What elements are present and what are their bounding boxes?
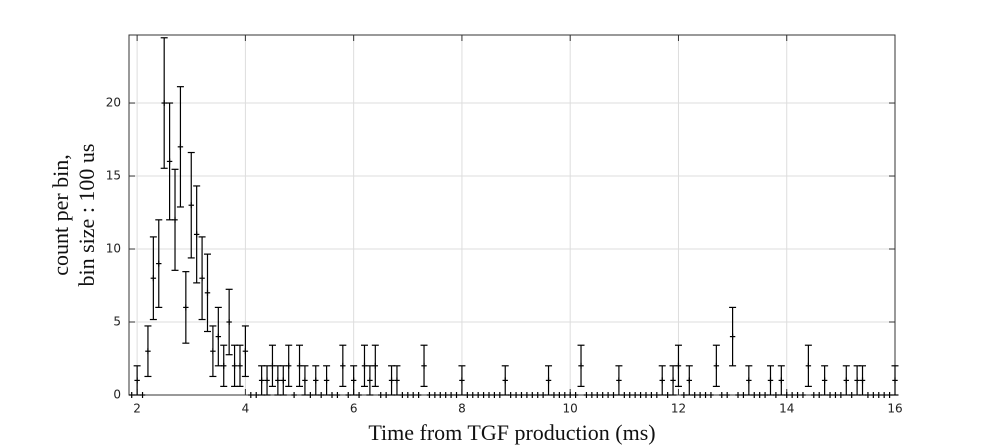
y-axis-label: count per bin, (48, 154, 73, 276)
x-tick-label: 12 (671, 402, 686, 416)
x-tick-label: 2 (133, 402, 141, 416)
x-axis-label: Time from TGF production (ms) (368, 420, 655, 445)
y-tick-label: 0 (113, 388, 121, 402)
x-tick-label: 16 (887, 402, 902, 416)
x-tick-label: 10 (563, 402, 578, 416)
y-tick-label: 15 (106, 169, 121, 183)
y-axis-label: bin size : 100 us (74, 144, 99, 287)
x-tick-label: 6 (350, 402, 358, 416)
y-tick-label: 20 (106, 96, 121, 110)
x-tick-label: 8 (458, 402, 466, 416)
x-tick-label: 14 (779, 402, 794, 416)
y-tick-label: 5 (113, 315, 121, 329)
y-tick-label: 10 (106, 242, 121, 256)
x-tick-label: 4 (242, 402, 250, 416)
